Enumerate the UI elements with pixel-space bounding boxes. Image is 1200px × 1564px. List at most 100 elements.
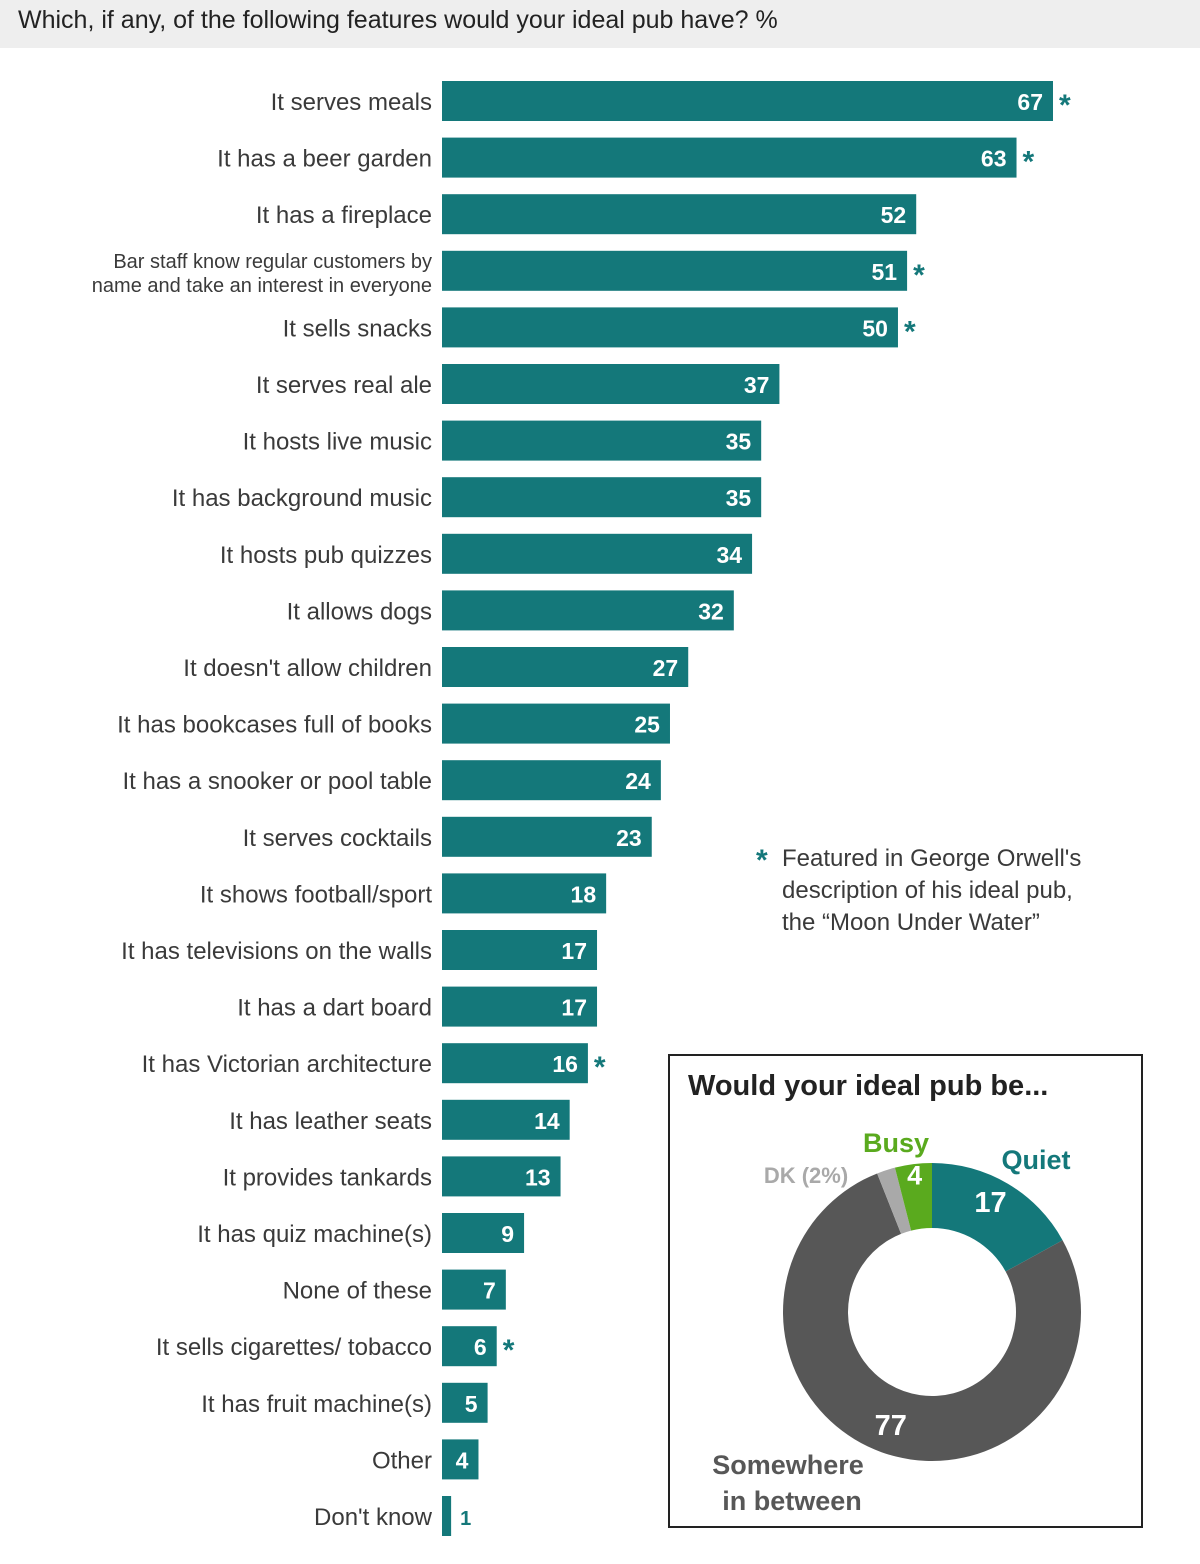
category-label-11: It doesn't allow children	[183, 655, 432, 682]
value-label-17: 17	[561, 995, 587, 1021]
value-label-13: 24	[625, 768, 651, 794]
bar-23	[442, 1326, 497, 1367]
value-label-26: 1	[460, 1508, 471, 1530]
value-label-3: 52	[881, 202, 907, 228]
orwell-legend-line-1: Featured in George Orwell's	[782, 845, 1082, 872]
bar-3	[442, 194, 917, 235]
value-label-4: 51	[871, 259, 897, 285]
value-label-10: 32	[698, 598, 724, 624]
orwell-legend-line-3: the “Moon Under Water”	[782, 909, 1040, 936]
bar-17	[442, 986, 598, 1027]
bar-25	[442, 1439, 479, 1480]
bar-20	[442, 1156, 561, 1197]
category-label-23: It sells cigarettes/ tobacco	[156, 1334, 432, 1361]
donut-value-4: 4	[907, 1161, 922, 1191]
bar-18	[442, 1043, 588, 1084]
category-label-14: It serves cocktails	[243, 825, 432, 852]
donut-slice-busy	[894, 1163, 932, 1231]
donut-title: Would your ideal pub be...	[688, 1070, 1049, 1102]
category-label-15: It shows football/sport	[200, 881, 432, 908]
value-label-15: 18	[571, 881, 597, 907]
value-label-2: 63	[981, 146, 1007, 172]
bar-4	[442, 250, 908, 291]
value-label-6: 37	[744, 372, 770, 398]
bar-1	[442, 81, 1053, 121]
orwell-marker-4: *	[913, 259, 925, 292]
value-label-5: 50	[862, 315, 888, 341]
orwell-legend-line-2: description of his ideal pub,	[782, 877, 1073, 904]
bar-16	[442, 930, 598, 970]
category-label-16: It has televisions on the walls	[121, 938, 432, 965]
bar-10	[442, 590, 734, 631]
orwell-marker-1: *	[1059, 89, 1071, 122]
category-label-13: It has a snooker or pool table	[122, 768, 432, 795]
category-label-3: It has a fireplace	[256, 202, 432, 229]
bar-9	[442, 533, 753, 574]
value-label-24: 5	[465, 1391, 478, 1417]
value-label-14: 23	[616, 825, 642, 851]
bar-12	[442, 703, 670, 744]
chart-question-title: Which, if any, of the following features…	[18, 6, 778, 34]
donut-chart: 17 77 4 Quiet Busy DK (2%) Somewhere in between	[712, 1128, 1081, 1516]
orwell-marker-23: *	[503, 1334, 515, 1367]
category-label-1: It serves meals	[271, 89, 432, 116]
donut-name-busy: Busy	[863, 1128, 929, 1158]
bar-5	[442, 307, 898, 348]
value-label-1: 67	[1017, 89, 1043, 115]
orwell-marker-icon: *	[756, 844, 768, 877]
donut-value-1: 17	[974, 1187, 1006, 1219]
category-label-2: It has a beer garden	[217, 146, 432, 173]
category-label-17: It has a dart board	[237, 995, 432, 1022]
category-label-9: It hosts pub quizzes	[220, 542, 432, 569]
value-label-11: 27	[653, 655, 679, 681]
value-label-21: 9	[501, 1221, 514, 1247]
category-label-6: It serves real ale	[256, 372, 432, 399]
category-label-10: It allows dogs	[287, 598, 432, 625]
orwell-legend: * Featured in George Orwell's descriptio…	[756, 843, 1160, 939]
bar-14	[442, 816, 652, 857]
donut-name-quiet: Quiet	[1001, 1145, 1070, 1175]
value-label-20: 13	[525, 1164, 551, 1190]
bar-15	[442, 873, 607, 914]
donut-slice-quiet	[932, 1163, 1063, 1272]
category-label-7: It hosts live music	[243, 429, 432, 456]
bar-8	[442, 477, 762, 518]
bar-7	[442, 420, 762, 461]
orwell-marker-18: *	[594, 1051, 606, 1084]
category-label-21: It has quiz machine(s)	[197, 1221, 432, 1248]
category-label-25: Other	[372, 1447, 432, 1474]
value-label-7: 35	[726, 429, 752, 455]
orwell-marker-2: *	[1023, 146, 1035, 179]
value-label-12: 25	[634, 712, 660, 738]
category-label-4: Bar staff know regular customers by name …	[92, 251, 432, 297]
bar-2	[442, 137, 1017, 178]
bar-6	[442, 364, 780, 404]
bar-19	[442, 1099, 570, 1140]
category-label-20: It provides tankards	[223, 1164, 432, 1191]
bar-22	[442, 1269, 506, 1310]
bar-13	[442, 760, 661, 801]
value-label-9: 34	[716, 542, 742, 568]
donut-slice-somewhere-in-between	[783, 1173, 1081, 1461]
category-label-19: It has leather seats	[229, 1108, 432, 1135]
bar-24	[442, 1382, 488, 1423]
donut-name-between: Somewhere in between	[712, 1450, 864, 1516]
category-label-26: Don't know	[314, 1504, 433, 1531]
value-label-8: 35	[726, 485, 752, 511]
donut-slice-dk-2	[877, 1167, 912, 1234]
bar-chart: It serves meals 67 *It has a beer garden 63…	[92, 81, 1071, 1536]
category-label-8: It has background music	[172, 485, 432, 512]
orwell-marker-5: *	[904, 315, 916, 348]
value-label-18: 16	[552, 1051, 578, 1077]
value-label-16: 17	[561, 938, 587, 964]
category-label-22: None of these	[283, 1278, 432, 1305]
value-label-22: 7	[483, 1278, 496, 1304]
bar-26	[442, 1496, 452, 1536]
donut-value-2: 77	[875, 1410, 907, 1442]
value-label-23: 6	[474, 1334, 487, 1360]
category-label-24: It has fruit machine(s)	[201, 1391, 432, 1418]
category-label-5: It sells snacks	[283, 315, 432, 342]
value-label-25: 4	[456, 1447, 469, 1473]
ideal-pub-donut-panel: Would your ideal pub be... 17 77 4 Quiet Bus…	[668, 1054, 1143, 1528]
category-label-12: It has bookcases full of books	[117, 712, 432, 739]
